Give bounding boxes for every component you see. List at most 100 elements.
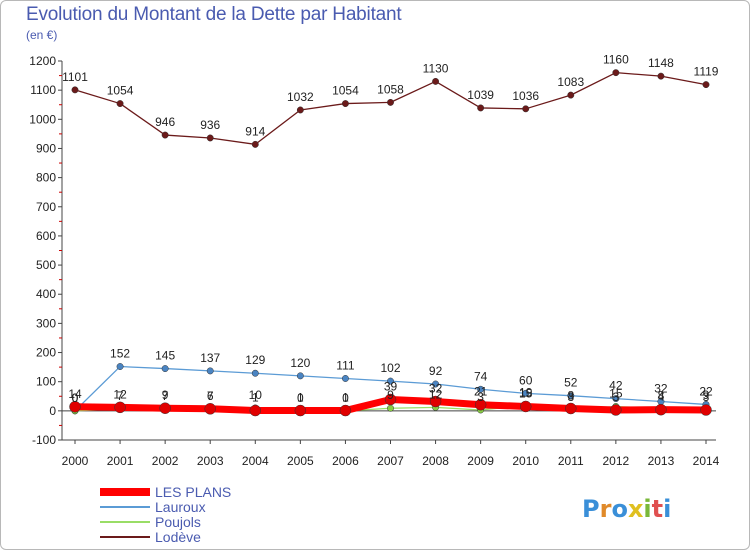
data-label: 936 [200, 118, 220, 132]
data-point [161, 365, 169, 373]
data-label: 15 [609, 386, 623, 400]
data-label: 7 [207, 389, 214, 403]
data-label: 12 [429, 387, 443, 401]
data-label: 22 [699, 384, 713, 398]
proxiti-logo: Proxiti [582, 495, 671, 523]
x-tick-label: 2007 [377, 454, 404, 468]
data-point [296, 106, 304, 114]
data-label: 1101 [62, 70, 88, 84]
data-point [387, 404, 394, 412]
x-tick-label: 2014 [693, 454, 720, 468]
data-point [296, 372, 304, 380]
data-label: 1130 [423, 61, 449, 75]
data-point [387, 377, 394, 385]
data-label: 14 [68, 387, 82, 401]
data-point [429, 395, 442, 408]
series-layer [69, 69, 712, 417]
data-point [474, 398, 487, 411]
data-label: 120 [290, 356, 310, 370]
data-label: 129 [245, 353, 265, 367]
data-label: 3 [477, 390, 484, 404]
data-label: 7 [162, 389, 169, 403]
data-point [161, 131, 169, 139]
y-tick-label: 0 [49, 404, 56, 418]
data-label: 74 [474, 369, 488, 383]
data-label: 111 [336, 358, 355, 372]
data-point [702, 81, 710, 89]
data-point [522, 105, 530, 113]
data-label: 1119 [694, 65, 719, 79]
data-point [114, 401, 126, 414]
data-label: 0 [72, 391, 79, 405]
data-label: 32 [654, 382, 668, 396]
data-point [116, 363, 124, 370]
data-label: 1148 [648, 56, 674, 70]
unit-label: (en €) [26, 28, 58, 42]
data-point [206, 367, 214, 375]
data-point [612, 69, 620, 77]
x-tick-label: 2010 [512, 454, 539, 468]
data-label: 9 [703, 388, 710, 402]
data-label: 1032 [287, 90, 314, 104]
data-label: 8 [658, 389, 665, 403]
y-tick-label: -100 [32, 433, 56, 447]
data-label: 1 [342, 391, 349, 405]
y-tick-label: 300 [36, 316, 56, 330]
data-label: 1058 [377, 82, 404, 96]
x-tick-label: 2002 [152, 454, 179, 468]
data-label: 7 [117, 389, 124, 403]
data-point [655, 403, 667, 416]
data-label: 0 [297, 391, 304, 405]
data-point [71, 86, 79, 94]
legend-label: Poujols [155, 514, 201, 530]
data-label: 3 [567, 390, 574, 404]
data-point [700, 404, 712, 416]
data-label: 1054 [332, 84, 359, 98]
x-tick-label: 2000 [62, 454, 89, 468]
data-label: 9 [162, 388, 169, 402]
data-label: 946 [155, 115, 175, 129]
data-point [387, 98, 394, 106]
data-label: 0 [72, 391, 79, 405]
data-point [251, 369, 259, 377]
data-label: 145 [155, 349, 175, 363]
x-tick-label: 2005 [287, 454, 314, 468]
data-point [341, 100, 349, 108]
data-label: 152 [110, 347, 130, 361]
data-label: 1 [252, 391, 259, 405]
data-label: 3 [703, 390, 710, 404]
y-tick-label: 1100 [30, 83, 56, 97]
y-tick-label: 700 [36, 200, 56, 214]
data-point [567, 91, 575, 99]
data-label: 32 [429, 382, 443, 396]
data-label: 52 [564, 376, 578, 390]
data-label: 1083 [557, 75, 584, 89]
x-tick-label: 2004 [242, 454, 269, 468]
x-tick-label: 2008 [422, 454, 449, 468]
data-label: 914 [245, 124, 265, 138]
data-label: 3 [613, 390, 620, 404]
data-label: 19 [519, 385, 533, 399]
data-label: 12 [113, 387, 127, 401]
data-point [565, 402, 577, 415]
y-tick-label: 600 [36, 229, 56, 243]
data-label: 10 [249, 388, 263, 402]
y-tick-label: 400 [36, 287, 56, 301]
data-point [657, 72, 665, 80]
data-point [519, 400, 532, 413]
data-point [522, 389, 530, 397]
data-point [206, 134, 214, 142]
y-tick-label: 500 [36, 258, 56, 272]
data-point [432, 380, 440, 388]
x-tick-label: 2009 [467, 454, 494, 468]
logo-text: Proxiti [582, 495, 671, 523]
data-point [341, 375, 349, 382]
x-tick-label: 2012 [603, 454, 630, 468]
data-point [251, 140, 259, 148]
data-point [610, 404, 622, 416]
chart-title: Evolution du Montant de la Dette par Hab… [26, 4, 402, 25]
y-tick-label: 1000 [29, 112, 56, 126]
